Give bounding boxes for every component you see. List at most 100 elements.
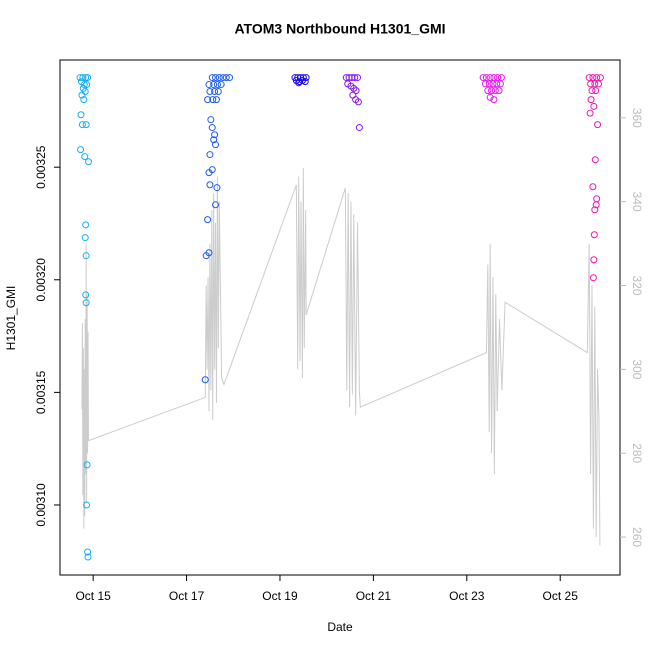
data-point [585, 74, 593, 82]
data-point [592, 201, 600, 209]
y2-tick-label: 340 [630, 192, 644, 212]
data-point [587, 96, 595, 104]
data-point [77, 111, 85, 119]
data-point [80, 81, 88, 89]
data-point [208, 124, 216, 132]
data-point [206, 151, 214, 159]
data-point [206, 88, 214, 96]
data-point [496, 80, 504, 88]
data-point [82, 121, 90, 129]
data-point [211, 88, 219, 96]
y-tick-label: 0.00325 [34, 145, 48, 189]
data-point [589, 74, 597, 82]
data-point [212, 96, 220, 104]
data-point [82, 252, 90, 260]
x-tick-label: Oct 25 [543, 589, 579, 603]
data-point [591, 80, 599, 88]
data-point [489, 80, 497, 88]
data-point [591, 206, 599, 214]
data-point [84, 158, 92, 166]
data-point [354, 74, 362, 82]
data-point [587, 80, 595, 88]
data-point [589, 183, 597, 191]
data-point [213, 184, 221, 192]
data-point [594, 121, 602, 129]
data-point [77, 146, 85, 154]
y-tick-label: 0.00320 [34, 258, 48, 302]
data-point [479, 74, 487, 82]
data-point [486, 93, 494, 101]
data-point [586, 109, 594, 117]
y-tick-label: 0.00315 [34, 370, 48, 414]
data-point [83, 461, 91, 469]
data-point [493, 80, 501, 88]
data-point [83, 501, 91, 509]
data-point [81, 234, 89, 242]
data-point [591, 156, 599, 164]
data-point [488, 87, 496, 95]
data-point [352, 87, 360, 95]
data-point [214, 88, 222, 96]
data-point [295, 79, 303, 87]
data-point [82, 221, 90, 229]
data-point [590, 102, 598, 110]
data-point [210, 81, 218, 89]
data-point [589, 274, 597, 282]
x-tick-label: Oct 15 [75, 589, 111, 603]
data-point [212, 201, 220, 209]
x-tick-label: Oct 21 [356, 589, 392, 603]
x-tick-label: Oct 23 [449, 589, 485, 603]
data-point [495, 87, 503, 95]
data-point [595, 80, 603, 88]
data-point [80, 96, 88, 104]
y2-tick-label: 300 [630, 359, 644, 379]
data-point [485, 80, 493, 88]
data-point [208, 74, 216, 82]
data-point [78, 91, 86, 99]
data-point [217, 81, 225, 89]
data-point [212, 74, 220, 82]
data-point [207, 116, 215, 124]
data-point [84, 553, 92, 561]
x-tick-label: Oct 17 [169, 589, 205, 603]
data-point [590, 256, 598, 264]
chart-title: ATOM3 Northbound H1301_GMI [234, 21, 445, 37]
data-point [79, 74, 87, 82]
data-point [212, 141, 220, 149]
data-point [351, 74, 359, 82]
y2-tick-label: 260 [630, 527, 644, 547]
data-point [301, 78, 309, 86]
y2-tick-label: 360 [630, 108, 644, 128]
y-axis-label: H1301_GMI [4, 286, 18, 351]
data-point [204, 216, 212, 224]
data-point [592, 87, 600, 95]
data-point [209, 96, 217, 104]
data-point [590, 231, 598, 239]
data-point [205, 169, 213, 177]
data-point [484, 87, 492, 95]
x-tick-label: Oct 19 [262, 589, 298, 603]
data-point [84, 548, 92, 556]
data-point [205, 81, 213, 89]
data-point [82, 299, 90, 307]
data-point [593, 74, 601, 82]
data-point [491, 87, 499, 95]
data-point [215, 74, 223, 82]
data-point [355, 124, 363, 132]
data-point [211, 131, 219, 139]
data-point [82, 291, 90, 299]
data-point [596, 74, 604, 82]
y2-tick-label: 320 [630, 276, 644, 296]
data-point [78, 121, 86, 129]
data-point [219, 74, 227, 82]
data-point [226, 74, 234, 82]
data-point [354, 98, 362, 106]
data-point [82, 74, 90, 82]
data-point [84, 74, 92, 82]
data-point [202, 252, 210, 260]
data-point [201, 376, 209, 384]
data-point [299, 74, 307, 82]
data-point [213, 81, 221, 89]
